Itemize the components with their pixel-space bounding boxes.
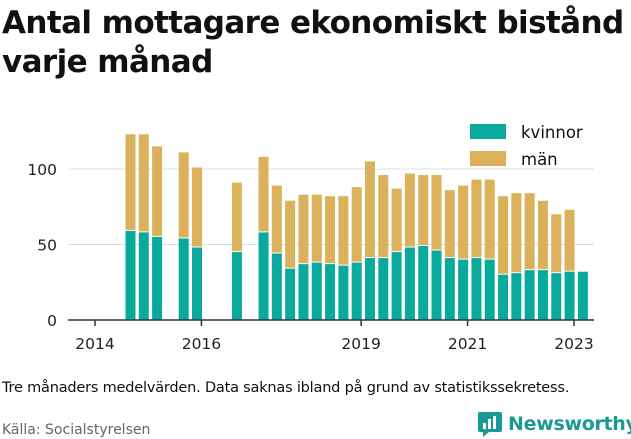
bar-kvinnor bbox=[231, 252, 242, 320]
bar-kvinnor bbox=[152, 236, 163, 320]
chart-title: Antal mottagare ekonomiskt bistånd varje… bbox=[2, 5, 624, 80]
bar-man bbox=[125, 134, 136, 230]
newsworthy-logo-icon bbox=[478, 412, 502, 437]
bar-man bbox=[551, 214, 562, 273]
bar-man bbox=[152, 146, 163, 236]
x-tick-labels: 2014 2016 2019 2021 2023 bbox=[75, 335, 593, 353]
bar-man bbox=[325, 196, 336, 264]
bar-man bbox=[351, 187, 362, 262]
bar-man bbox=[192, 167, 203, 247]
bar-man bbox=[458, 185, 469, 259]
legend-swatch-kvinnor bbox=[470, 124, 506, 139]
bar-kvinnor bbox=[537, 270, 548, 320]
bar-man bbox=[511, 193, 522, 273]
bar-kvinnor bbox=[311, 262, 322, 320]
bar-kvinnor bbox=[577, 271, 588, 320]
bar-man bbox=[524, 193, 535, 270]
bar-man bbox=[378, 175, 389, 258]
bar-kvinnor bbox=[564, 271, 575, 320]
bar-man bbox=[311, 194, 322, 262]
bar-man bbox=[298, 194, 309, 264]
bar-man bbox=[285, 200, 296, 268]
bar-kvinnor bbox=[511, 273, 522, 320]
source-credit: Källa: Socialstyrelsen bbox=[2, 422, 151, 438]
bar-kvinnor bbox=[298, 264, 309, 320]
bar-man bbox=[498, 196, 509, 274]
bar-kvinnor bbox=[524, 270, 535, 320]
bar-kvinnor bbox=[378, 258, 389, 320]
legend-label-man: män bbox=[521, 150, 558, 169]
y-tick-label: 50 bbox=[37, 237, 57, 255]
bar-kvinnor bbox=[325, 264, 336, 320]
bar-kvinnor bbox=[364, 258, 375, 320]
bar-man bbox=[484, 179, 495, 259]
x-tick-label: 2019 bbox=[341, 335, 380, 353]
legend-swatch-man bbox=[470, 151, 506, 166]
bar-man bbox=[338, 196, 349, 265]
bar-man bbox=[564, 209, 575, 271]
bar-man bbox=[258, 156, 269, 232]
x-axis bbox=[68, 319, 594, 326]
x-tick-label: 2016 bbox=[182, 335, 221, 353]
x-tick-label: 2023 bbox=[554, 335, 593, 353]
bar-kvinnor bbox=[484, 259, 495, 320]
bar-kvinnor bbox=[351, 262, 362, 320]
brand-name: Newsworthy bbox=[508, 413, 631, 435]
bar-kvinnor bbox=[444, 258, 455, 320]
bar-kvinnor bbox=[404, 247, 415, 320]
chart-footnote: Tre månaders medelvärden. Data saknas ib… bbox=[2, 380, 570, 396]
bar-man bbox=[471, 179, 482, 258]
bar-chart: 0 50 100 2014 2016 2019 2021 2023 kvinnor män bbox=[27, 123, 594, 353]
bar-man bbox=[418, 175, 429, 246]
bar-man bbox=[537, 200, 548, 270]
bar-kvinnor bbox=[498, 274, 509, 320]
bar-man bbox=[404, 173, 415, 247]
x-tick-label: 2014 bbox=[75, 335, 114, 353]
bar-kvinnor bbox=[418, 246, 429, 320]
bar-kvinnor bbox=[178, 238, 189, 320]
x-tick-label: 2021 bbox=[448, 335, 487, 353]
y-tick-label: 100 bbox=[27, 161, 57, 179]
bar-man bbox=[231, 182, 242, 252]
bar-man bbox=[138, 134, 149, 232]
bar-kvinnor bbox=[285, 268, 296, 320]
bar-kvinnor bbox=[338, 265, 349, 320]
bar-man bbox=[431, 175, 442, 250]
series-man-bars bbox=[125, 134, 575, 274]
legend: kvinnor män bbox=[470, 123, 583, 169]
bar-kvinnor bbox=[258, 232, 269, 320]
legend-label-kvinnor: kvinnor bbox=[521, 123, 583, 142]
y-tick-labels: 0 50 100 bbox=[27, 161, 57, 330]
bar-kvinnor bbox=[471, 258, 482, 320]
bar-kvinnor bbox=[138, 232, 149, 320]
series-kvinnor-bars bbox=[125, 230, 588, 320]
bar-man bbox=[178, 152, 189, 238]
bar-kvinnor bbox=[551, 273, 562, 320]
bar-kvinnor bbox=[431, 250, 442, 320]
bar-kvinnor bbox=[458, 259, 469, 320]
y-tick-label: 0 bbox=[47, 312, 57, 330]
bar-man bbox=[391, 188, 402, 252]
brand-logo[interactable]: Newsworthy bbox=[477, 409, 631, 439]
bar-kvinnor bbox=[192, 247, 203, 320]
bar-kvinnor bbox=[391, 252, 402, 320]
bar-man bbox=[444, 190, 455, 258]
bar-man bbox=[271, 185, 282, 253]
bar-kvinnor bbox=[125, 230, 136, 320]
bar-man bbox=[364, 161, 375, 258]
bar-kvinnor bbox=[271, 253, 282, 320]
